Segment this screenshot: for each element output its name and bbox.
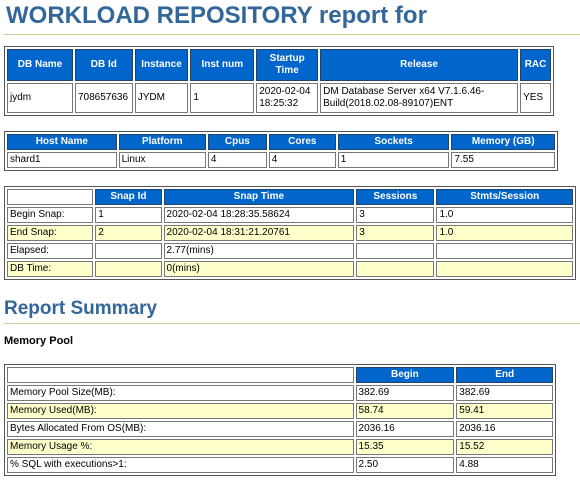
cell-label: DB Time: — [7, 261, 94, 277]
cell-db-name: jydm — [7, 83, 73, 113]
table-row: Bytes Allocated From OS(MB): 2036.16 203… — [7, 421, 553, 437]
header-cores: Cores — [268, 134, 336, 150]
cell-memory-gb: 7.55 — [451, 152, 555, 168]
header-release: Release — [320, 49, 519, 81]
header-host-name: Host Name — [7, 134, 117, 150]
cell-stmts: 1.0 — [436, 207, 573, 223]
header-snap-time: Snap Time — [163, 189, 355, 205]
cell-begin: 15.35 — [355, 439, 455, 455]
cell-sessions — [356, 261, 435, 277]
cell-metric: % SQL with executions>1: — [7, 457, 354, 473]
header-inst-num: Inst num — [190, 49, 255, 81]
cell-end: 59.41 — [456, 403, 553, 419]
header-db-id: DB Id — [74, 49, 133, 81]
report-title: WORKLOAD REPOSITORY report for — [6, 2, 427, 29]
header-snap-id: Snap Id — [95, 189, 162, 205]
cell-snap-id: 1 — [95, 207, 162, 223]
table-row: % SQL with executions>1: 2.50 4.88 — [7, 457, 553, 473]
table-row: End Snap: 2 2020-02-04 18:31:21.20761 3 … — [7, 225, 573, 241]
header-end: End — [456, 367, 553, 383]
cell-begin: 2036.16 — [355, 421, 455, 437]
report-summary-heading: Report Summary — [4, 298, 158, 319]
header-sessions: Sessions — [356, 189, 435, 205]
cell-instance: JYDM — [134, 83, 189, 113]
cell-sessions — [356, 243, 435, 259]
snapshot-table: Snap Id Snap Time Sessions Stmts/Session… — [4, 186, 576, 280]
cell-sessions: 3 — [356, 225, 435, 241]
header-blank — [7, 367, 354, 383]
cell-label: End Snap: — [7, 225, 94, 241]
header-blank — [7, 189, 94, 205]
table-row: Memory Usage %: 15.35 15.52 — [7, 439, 553, 455]
cell-stmts — [436, 243, 573, 259]
cell-end: 4.88 — [456, 457, 553, 473]
cell-begin: 58.74 — [355, 403, 455, 419]
cell-snap-id: 2 — [95, 225, 162, 241]
cell-stmts — [436, 261, 573, 277]
cell-end: 2036.16 — [456, 421, 553, 437]
cell-metric: Memory Used(MB): — [7, 403, 354, 419]
header-begin: Begin — [355, 367, 455, 383]
cell-begin: 382.69 — [355, 385, 455, 401]
cell-snap-time: 2.77(mins) — [163, 243, 355, 259]
cell-sessions: 3 — [356, 207, 435, 223]
cell-rac: YES — [520, 83, 551, 113]
table-row: DB Time: 0(mins) — [7, 261, 573, 277]
cell-startup-time: 2020-02-04 18:25:32 — [256, 83, 319, 113]
cell-begin: 2.50 — [355, 457, 455, 473]
table-row: Begin Snap: 1 2020-02-04 18:28:35.58624 … — [7, 207, 573, 223]
memory-pool-table: Begin End Memory Pool Size(MB): 382.69 3… — [4, 364, 556, 476]
cell-label: Elapsed: — [7, 243, 94, 259]
cell-release: DM Database Server x64 V7.1.6.46-Build(2… — [320, 83, 519, 113]
cell-platform: Linux — [118, 152, 206, 168]
header-stmts-session: Stmts/Session — [436, 189, 573, 205]
table-row: Memory Pool Size(MB): 382.69 382.69 — [7, 385, 553, 401]
header-sockets: Sockets — [337, 134, 450, 150]
cell-inst-num: 1 — [190, 83, 255, 113]
cell-cpus: 4 — [207, 152, 267, 168]
cell-end: 382.69 — [456, 385, 553, 401]
cell-metric: Memory Pool Size(MB): — [7, 385, 354, 401]
title-divider — [4, 34, 580, 35]
cell-snap-id — [95, 261, 162, 277]
header-platform: Platform — [118, 134, 206, 150]
cell-snap-time: 0(mins) — [163, 261, 355, 277]
table-row: Elapsed: 2.77(mins) — [7, 243, 573, 259]
cell-sockets: 1 — [337, 152, 450, 168]
table-row: Memory Used(MB): 58.74 59.41 — [7, 403, 553, 419]
header-db-name: DB Name — [7, 49, 73, 81]
header-cpus: Cpus — [207, 134, 267, 150]
cell-label: Begin Snap: — [7, 207, 94, 223]
header-instance: Instance — [134, 49, 189, 81]
cell-end: 15.52 — [456, 439, 553, 455]
cell-metric: Memory Usage %: — [7, 439, 354, 455]
header-memory-gb: Memory (GB) — [451, 134, 555, 150]
db-info-table: DB Name DB Id Instance Inst num Startup … — [4, 46, 554, 116]
cell-snap-time: 2020-02-04 18:28:35.58624 — [163, 207, 355, 223]
cell-db-id: 708657636 — [74, 83, 133, 113]
memory-pool-heading: Memory Pool — [4, 335, 74, 347]
header-startup-time: Startup Time — [256, 49, 319, 81]
host-info-table: Host Name Platform Cpus Cores Sockets Me… — [4, 131, 558, 171]
cell-snap-id — [95, 243, 162, 259]
header-rac: RAC — [520, 49, 551, 81]
cell-snap-time: 2020-02-04 18:31:21.20761 — [163, 225, 355, 241]
cell-stmts: 1.0 — [436, 225, 573, 241]
section-divider — [4, 323, 580, 324]
cell-host-name: shard1 — [7, 152, 117, 168]
cell-cores: 4 — [268, 152, 336, 168]
cell-metric: Bytes Allocated From OS(MB): — [7, 421, 354, 437]
